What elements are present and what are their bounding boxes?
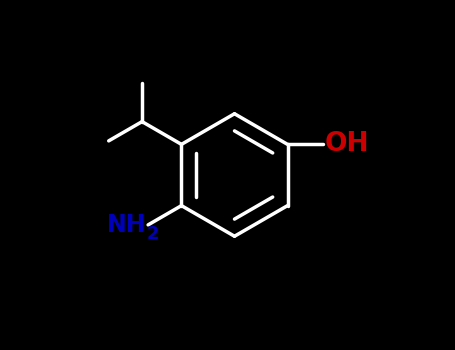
Text: NH: NH <box>107 213 147 237</box>
Text: 2: 2 <box>147 225 159 243</box>
Text: OH: OH <box>324 131 369 158</box>
